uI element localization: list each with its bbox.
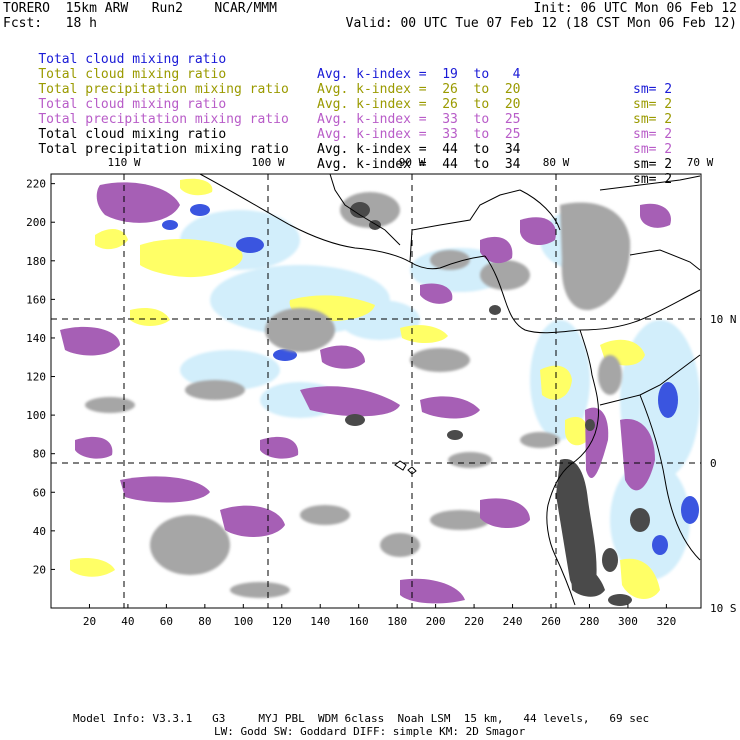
legend-field-name: Total precipitation mixing ratio	[38, 82, 289, 97]
legend-row: Total cloud mixing ratio Avg. k-index = …	[7, 112, 672, 187]
lon-label: 100 W	[251, 156, 284, 169]
y-tick-label: 40	[33, 525, 46, 538]
legend-field-name: Total cloud mixing ratio	[38, 127, 227, 142]
y-tick-labels: 220 200 180 160 140 120 100 80 60 40 20	[26, 178, 46, 577]
dark-core-field	[345, 202, 650, 606]
y-tick-label: 160	[26, 293, 46, 306]
tick-marks	[51, 183, 667, 608]
x-tick-label: 140	[310, 615, 330, 628]
plot-frame	[50, 173, 702, 609]
latitude-labels: 10 N 0 10 S	[710, 313, 737, 615]
header-valid: Valid: 00 UTC Tue 07 Feb 12 (18 CST Mon …	[345, 16, 737, 31]
lon-label: 80 W	[543, 156, 570, 169]
field-layer	[51, 174, 701, 608]
y-tick-label: 60	[33, 486, 46, 499]
header-init: Init: 06 UTC Mon 06 Feb 12	[533, 1, 738, 16]
legend-smoothing: sm= 2	[633, 157, 673, 172]
x-tick-labels: 20 40 60 80 100 120 140 160 180 200 220 240 260 280 30…	[83, 615, 676, 628]
legend-k-index: Avg. k-index = 26 to 20	[317, 97, 521, 112]
y-tick-label: 200	[26, 216, 46, 229]
lon-label: 110 W	[107, 156, 140, 169]
x-tick-label: 300	[618, 615, 638, 628]
lat-label: 10 S	[710, 602, 737, 615]
legend-k-index: Avg. k-index = 44 to 34	[317, 157, 521, 172]
x-tick-label: 160	[349, 615, 369, 628]
x-tick-label: 180	[387, 615, 407, 628]
x-tick-label: 320	[656, 615, 676, 628]
blue-field	[162, 204, 699, 555]
model-info: Model Info: V3.3.1 G3 MYJ PBL WDM 6class…	[73, 712, 650, 725]
x-tick-label: 200	[426, 615, 446, 628]
legend-k-index: Avg. k-index = 33 to 25	[317, 127, 521, 142]
y-tick-label: 80	[33, 448, 46, 461]
purple-cloud-field	[60, 182, 671, 604]
x-tick-label: 260	[541, 615, 561, 628]
x-tick-label: 20	[83, 615, 96, 628]
x-tick-label: 60	[160, 615, 173, 628]
header-title: TORERO 15km ARW Run2 NCAR/MMM	[3, 1, 277, 16]
x-tick-label: 100	[233, 615, 253, 628]
y-tick-label: 220	[26, 178, 46, 191]
x-tick-label: 220	[464, 615, 484, 628]
legend-row: Total precipitation mixing ratio Avg. k-…	[7, 97, 672, 172]
legend-smoothing: sm= 2	[633, 82, 673, 97]
legend-k-index: Avg. k-index = 19 to 4	[317, 67, 521, 82]
x-tick-label: 120	[272, 615, 292, 628]
longitude-labels: 110 W 100 W 90 W 80 W 70 W	[107, 156, 713, 169]
legend-smoothing: sm= 2	[633, 112, 673, 127]
legend-row: Total cloud mixing ratio Avg. k-index = …	[7, 37, 672, 112]
lat-label: 0	[710, 457, 717, 470]
header-forecast: Fcst: 18 h	[3, 16, 97, 31]
legend-smoothing: sm= 2	[633, 97, 673, 112]
legend-smoothing: sm= 2	[633, 142, 673, 157]
legend-field-name: Total cloud mixing ratio	[38, 67, 227, 82]
legend-k-index: Avg. k-index = 33 to 25	[317, 112, 521, 127]
lon-label: 90 W	[399, 156, 426, 169]
graticule	[51, 174, 701, 608]
legend-field-name: Total cloud mixing ratio	[38, 52, 227, 67]
lat-label: 10 N	[710, 313, 737, 326]
x-tick-label: 240	[503, 615, 523, 628]
y-tick-label: 120	[26, 371, 46, 384]
coastlines	[199, 174, 701, 606]
legend-row: Total cloud mixing ratio Avg. k-index = …	[7, 82, 672, 157]
legend-field-name: Total precipitation mixing ratio	[38, 142, 289, 157]
x-tick-label: 280	[580, 615, 600, 628]
legend-row: Total precipitation mixing ratio Avg. k-…	[7, 67, 672, 142]
lon-label: 70 W	[687, 156, 714, 169]
legend-field-name: Total cloud mixing ratio	[38, 97, 227, 112]
y-tick-label: 20	[33, 563, 46, 576]
legend-smoothing: sm= 2	[633, 127, 673, 142]
legend-field-name: Total precipitation mixing ratio	[38, 112, 289, 127]
legend-row: Total cloud mixing ratio Avg. k-index = …	[7, 52, 672, 127]
legend-row: Total precipitation mixing ratio Avg. k-…	[7, 127, 672, 202]
y-tick-label: 180	[26, 255, 46, 268]
x-tick-label: 80	[198, 615, 211, 628]
y-tick-label: 100	[26, 409, 46, 422]
y-tick-label: 140	[26, 332, 46, 345]
legend-k-index: Avg. k-index = 26 to 20	[317, 82, 521, 97]
legend-k-index: Avg. k-index = 44 to 34	[317, 142, 521, 157]
x-tick-label: 40	[121, 615, 134, 628]
model-physics: LW: Godd SW: Goddard DIFF: simple KM: 2D…	[214, 725, 526, 738]
